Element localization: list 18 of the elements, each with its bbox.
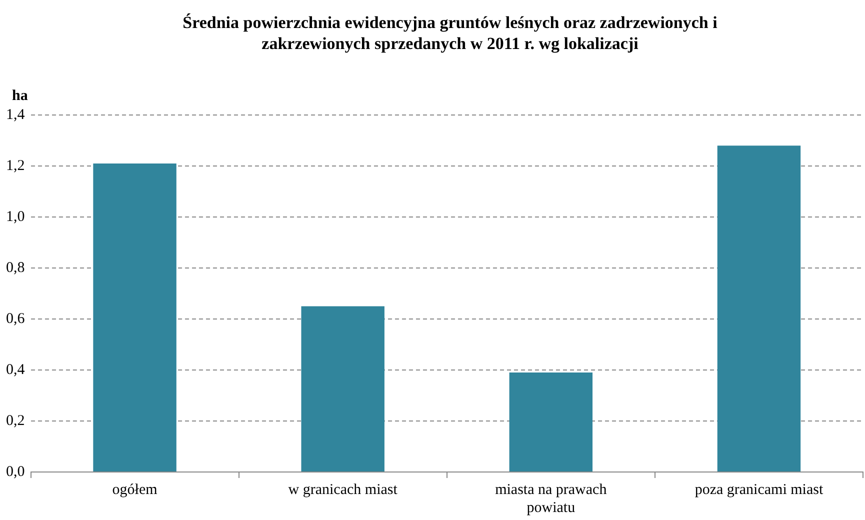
- y-axis-title: ha: [12, 88, 28, 105]
- bar: [301, 306, 384, 472]
- x-tick-label: w granicach miast: [288, 482, 398, 498]
- x-tick-label: miasta na prawach powiatu: [495, 482, 608, 516]
- y-tick-label: 0,8: [6, 260, 25, 276]
- y-tick-label: 1,0: [6, 208, 25, 225]
- y-tick-label: 0,2: [6, 412, 25, 429]
- y-tick-label: 0,4: [6, 362, 26, 378]
- bar: [509, 372, 593, 472]
- bar: [93, 163, 176, 472]
- x-tick-label: ogółem: [112, 482, 158, 498]
- y-tick-label: 0,0: [6, 464, 25, 480]
- chart-title: Średnia powierzchnia ewidencyjna gruntów leśnych oraz zadrzewionych i zakrzewionych sprzedanych w 2011 r. wg lokalizacji: [182, 12, 718, 54]
- y-tick-label: 0,6: [6, 310, 26, 327]
- y-tick-label: 1,2: [6, 158, 25, 174]
- y-tick-label: 1,4: [6, 106, 26, 123]
- x-tick-label: poza granicami miast: [694, 482, 824, 498]
- bar: [717, 146, 801, 472]
